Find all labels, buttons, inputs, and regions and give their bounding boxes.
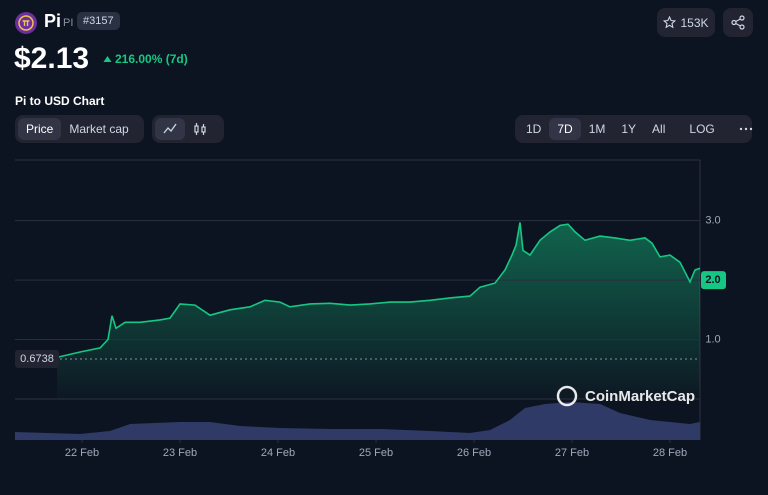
x-tick-label: 27 Feb — [555, 447, 589, 459]
range-button[interactable]: 1D — [526, 122, 542, 136]
up-arrow — [103, 56, 112, 62]
range-group: 1D 7D 1M 1Y All LOG — [515, 115, 752, 143]
candle-icon — [194, 123, 206, 135]
x-tick-label: 22 Feb — [65, 447, 99, 459]
volume-area — [15, 402, 700, 440]
coin-logo — [15, 12, 37, 34]
coin-symbol: PI — [63, 17, 74, 29]
star-icon — [663, 16, 677, 29]
price-line — [56, 222, 701, 359]
line-icon — [163, 123, 177, 134]
range-button[interactable]: All — [652, 122, 666, 136]
watermark-logo — [556, 385, 578, 407]
price-change: 216.00% (7d) — [115, 52, 188, 66]
chart-title: Pi to USD Chart — [15, 94, 105, 108]
share-icon — [731, 15, 745, 30]
y-tick-label: 3.0 — [705, 215, 720, 227]
line-style-button[interactable] — [155, 118, 185, 140]
share-button[interactable] — [723, 8, 753, 37]
rank-badge: #3157 — [77, 12, 120, 30]
chart-type-button[interactable]: Price — [18, 118, 62, 140]
log-button[interactable]: LOG — [689, 122, 715, 136]
price-area — [57, 222, 700, 399]
price: $2.13 — [14, 42, 90, 75]
range-button[interactable]: 1M — [588, 122, 606, 136]
x-tick-label: 25 Feb — [359, 447, 393, 459]
watchlist-count: 153K — [680, 15, 709, 30]
chart-style-group — [152, 115, 224, 143]
y-tick-label: 2.0 — [705, 274, 720, 286]
range-button[interactable]: 1Y — [621, 122, 637, 136]
range-button[interactable]: 7D — [549, 118, 581, 140]
coin-name: Pi — [44, 11, 62, 31]
x-tick-label: 23 Feb — [163, 447, 197, 459]
x-tick-label: 26 Feb — [457, 447, 491, 459]
candle-style-button[interactable] — [185, 118, 215, 140]
current-price-box — [701, 271, 726, 290]
y-tick-label: 1.0 — [705, 333, 720, 345]
chart-type-group: Price Market cap — [15, 115, 144, 143]
watermark-text: CoinMarketCap — [585, 388, 695, 405]
watermark: CoinMarketCap — [556, 385, 695, 407]
x-tick-label: 28 Feb — [653, 447, 687, 459]
chart-type-button[interactable]: Market cap — [69, 122, 129, 136]
reference-box — [15, 349, 59, 368]
x-tick-label: 24 Feb — [261, 447, 295, 459]
watchlist-button[interactable]: 153K — [657, 8, 715, 37]
reference-label: 0.6738 — [20, 353, 54, 365]
more-icon — [739, 127, 752, 131]
more-button[interactable] — [731, 118, 761, 140]
chart: 1.0 2.0 3.0 0.6738 22 Feb 23 Feb 24 Feb 25 Feb 2… — [15, 159, 726, 459]
